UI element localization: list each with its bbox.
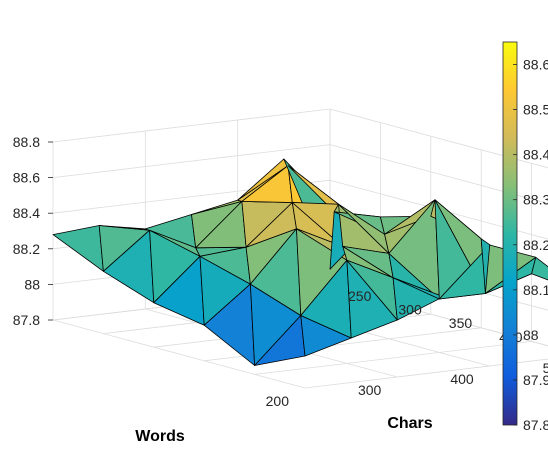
colorbar-tick-label: 88 — [523, 327, 539, 343]
y-tick-label: 250 — [348, 288, 372, 304]
colorbar-ticks: 87.8 87.9 88 88.1 88.2 88.3 88.4 88.5 88.6 — [513, 57, 548, 433]
z-tick-label: 88.8 — [13, 134, 40, 150]
x-tick-label: 200 — [266, 393, 290, 409]
surface-facet — [241, 165, 293, 203]
x-tick-label: 500 — [543, 360, 548, 376]
surface-facet — [52, 225, 104, 272]
colorbar-tick-label: 87.8 — [523, 417, 548, 433]
wall-grid-z1 — [329, 108, 548, 169]
colorbar-tick-label: 88.1 — [523, 282, 548, 298]
colorbar-tick-label: 88.4 — [523, 147, 548, 163]
z-tick-label: 87.8 — [13, 312, 40, 328]
colorbar: 87.8 87.9 88 88.1 88.2 88.3 88.4 88.5 88.6 — [502, 41, 548, 433]
colorbar-tick-label: 87.9 — [523, 372, 548, 388]
y-axis-title: Chars — [387, 415, 432, 432]
z-tick-label: 88.2 — [13, 241, 40, 257]
axis-ticks: 87.8 88 88.2 88.4 88.6 88.8 500 400 300 200 250 300… — [13, 134, 548, 409]
y-tick-label: 300 — [398, 302, 422, 318]
z-tick-label: 88 — [24, 276, 40, 292]
z-tick-label: 88.6 — [13, 170, 40, 186]
colorbar-tick-label: 88.3 — [523, 192, 548, 208]
wall-grid-z1 — [329, 179, 548, 240]
floor-grid-x — [52, 319, 306, 389]
x-tick-label: 400 — [450, 371, 474, 387]
colorbar-tick-label: 88.5 — [523, 102, 548, 118]
y-tick-label: 350 — [449, 315, 473, 331]
x-tick-label: 300 — [358, 382, 382, 398]
wall-grid-z1 — [329, 144, 548, 204]
colorbar-gradient — [502, 41, 518, 426]
wall-grid-z2 — [52, 144, 331, 178]
colorbar-tick-label: 88.2 — [523, 237, 548, 253]
colorbar-tick-label: 88.6 — [523, 57, 548, 73]
wall-grid-z2 — [52, 108, 331, 143]
surface-facet — [531, 256, 548, 281]
floor-grid-y — [304, 358, 548, 389]
z-tick-label: 88.4 — [13, 205, 40, 221]
floor-grid-y — [254, 341, 532, 375]
surface — [52, 158, 548, 366]
x-axis-title: Words — [135, 428, 185, 445]
